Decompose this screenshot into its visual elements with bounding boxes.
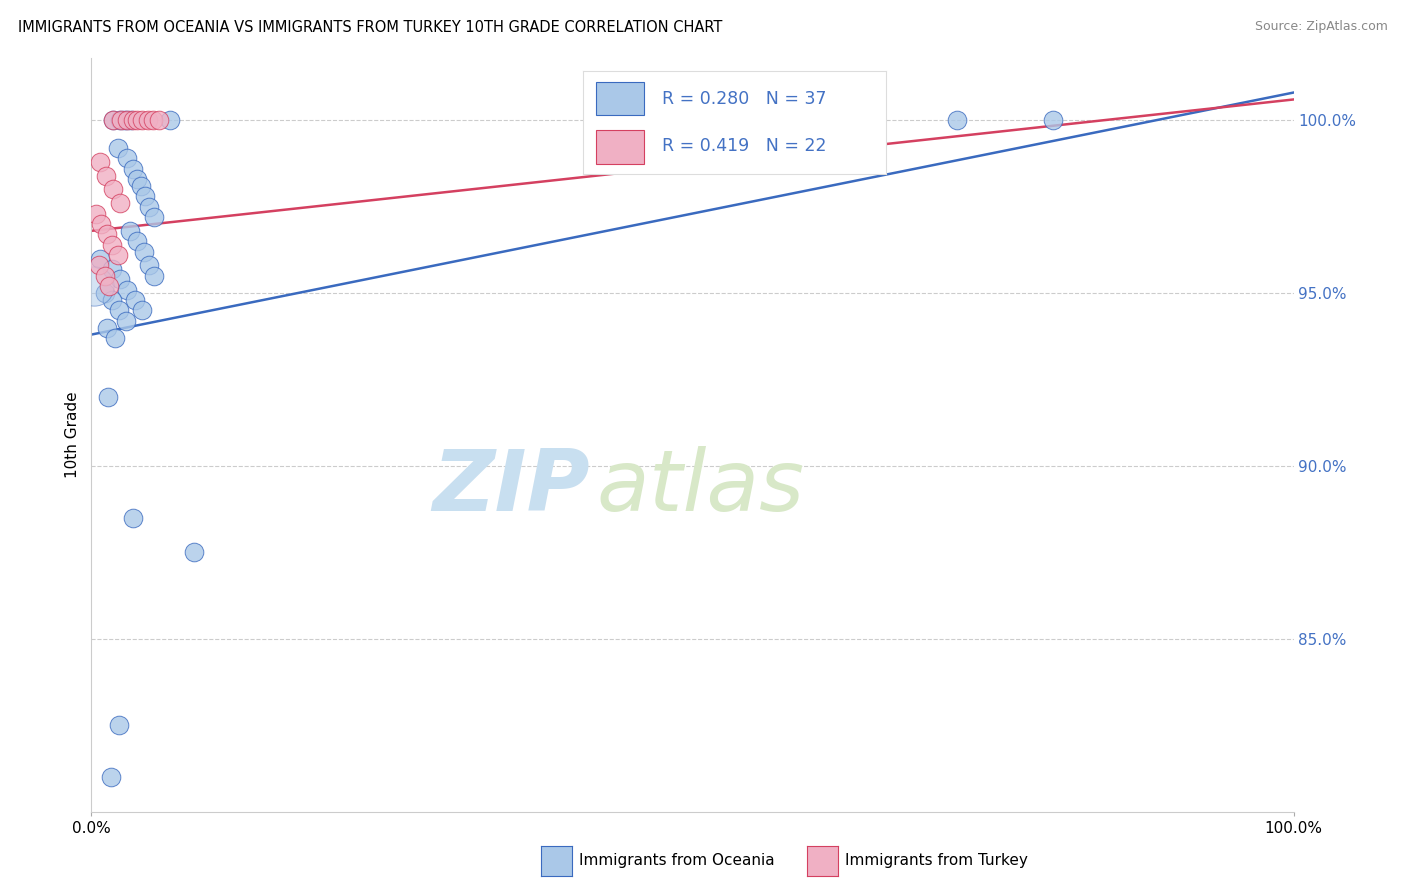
Point [107, 141, 129, 155]
Point [93, 286, 115, 301]
Text: IMMIGRANTS FROM OCEANIA VS IMMIGRANTS FROM TURKEY 10TH GRADE CORRELATION CHART: IMMIGRANTS FROM OCEANIA VS IMMIGRANTS FR… [18, 20, 723, 35]
Point [134, 244, 156, 259]
Point [122, 511, 145, 525]
Text: ZIP: ZIP [433, 446, 591, 529]
Point [101, 113, 124, 128]
Point [118, 224, 141, 238]
Point [142, 210, 165, 224]
Point [83, 279, 105, 293]
Point [101, 293, 124, 307]
Text: R = 0.419   N = 22: R = 0.419 N = 22 [662, 136, 827, 154]
Point [108, 718, 131, 732]
Point [131, 303, 153, 318]
Point [101, 261, 124, 276]
Point [131, 113, 153, 128]
Point [98, 279, 121, 293]
Point [138, 259, 160, 273]
Point [110, 113, 132, 128]
Point [104, 331, 127, 345]
FancyBboxPatch shape [596, 82, 644, 115]
Point [115, 314, 138, 328]
Point [93, 268, 115, 283]
Point [96, 320, 118, 334]
Point [138, 200, 160, 214]
Point [159, 113, 181, 128]
Point [94, 169, 117, 183]
Point [89, 154, 111, 169]
Point [101, 182, 124, 196]
Point [124, 293, 146, 307]
Point [101, 113, 124, 128]
Point [125, 172, 148, 186]
Point [148, 113, 170, 128]
Point [110, 113, 132, 128]
Point [97, 390, 120, 404]
Point [117, 113, 139, 128]
Point [110, 196, 132, 211]
Point [117, 151, 139, 165]
Point [183, 545, 205, 559]
Point [101, 237, 124, 252]
Y-axis label: 10th Grade: 10th Grade [65, 392, 80, 478]
FancyBboxPatch shape [596, 130, 644, 163]
Point [136, 113, 159, 128]
Point [142, 113, 165, 128]
Point [96, 227, 118, 242]
Text: Immigrants from Oceania: Immigrants from Oceania [579, 854, 775, 868]
Point [112, 113, 135, 128]
Text: R = 0.280   N = 37: R = 0.280 N = 37 [662, 89, 827, 108]
Text: Source: ZipAtlas.com: Source: ZipAtlas.com [1254, 20, 1388, 33]
Point [129, 178, 152, 193]
Point [1042, 113, 1064, 128]
Point [100, 770, 122, 784]
Point [117, 113, 139, 128]
Point [801, 113, 824, 128]
Point [125, 234, 148, 248]
Point [838, 113, 860, 128]
Text: atlas: atlas [596, 446, 804, 529]
Point [87, 259, 110, 273]
Point [108, 303, 131, 318]
Point [107, 248, 129, 262]
Point [125, 113, 148, 128]
Point [84, 206, 107, 220]
Point [946, 113, 969, 128]
Point [117, 283, 139, 297]
Point [120, 113, 142, 128]
Point [110, 272, 132, 286]
Point [89, 252, 111, 266]
Point [122, 161, 145, 176]
Point [142, 268, 165, 283]
Text: Immigrants from Turkey: Immigrants from Turkey [845, 854, 1028, 868]
Point [134, 189, 156, 203]
Point [90, 217, 112, 231]
Point [122, 113, 145, 128]
